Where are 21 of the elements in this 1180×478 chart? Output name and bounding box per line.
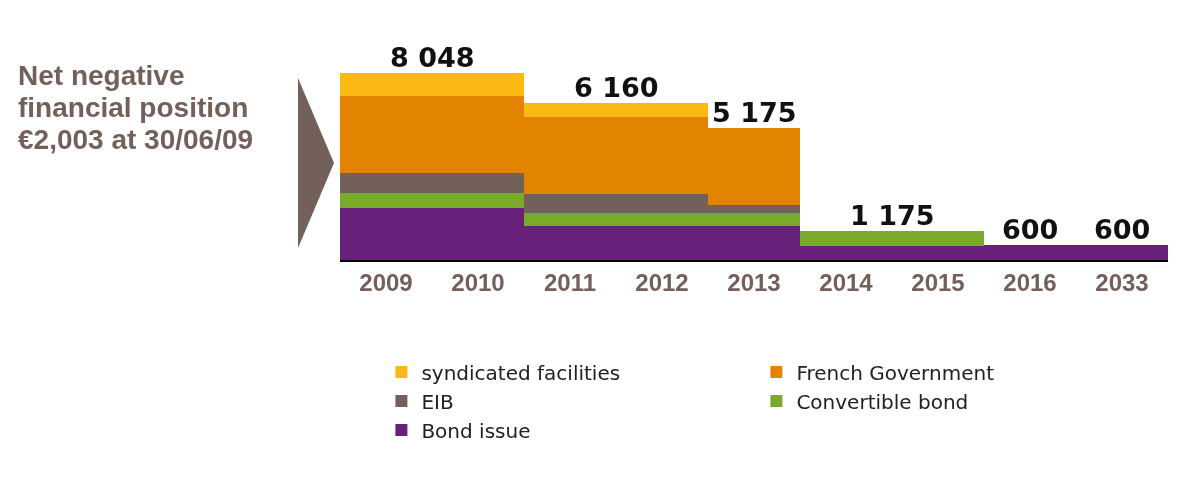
annotation: 5 175: [712, 97, 797, 128]
legend-label: Bond issue: [421, 418, 531, 443]
x-tick-label: 2015: [911, 268, 965, 296]
annotation: 1 175: [850, 200, 935, 231]
annotation: 6 160: [574, 72, 659, 103]
annotation: 600: [1002, 214, 1059, 245]
x-tick-label: 2013: [727, 268, 781, 296]
annotation: 600: [1094, 214, 1151, 245]
x-tick-label: 2009: [359, 268, 413, 296]
x-tick-label: 2010: [451, 268, 505, 296]
text: Net negative financial position €2,003 at 30/06/09: [18, 60, 255, 157]
legend-label: Convertible bond: [796, 389, 969, 414]
x-tick-label: 2033: [1095, 268, 1149, 296]
annotation: 8 048: [390, 42, 475, 73]
legend-label: syndicated facilities: [421, 360, 621, 385]
x-tick-label: 2011: [543, 268, 597, 296]
x-tick-label: 2014: [819, 268, 874, 296]
x-tick-label: 2012: [635, 268, 689, 296]
legend-label: EIB: [421, 389, 454, 414]
legend-label: French Government: [796, 360, 995, 385]
x-tick-label: 2016: [1003, 268, 1057, 296]
